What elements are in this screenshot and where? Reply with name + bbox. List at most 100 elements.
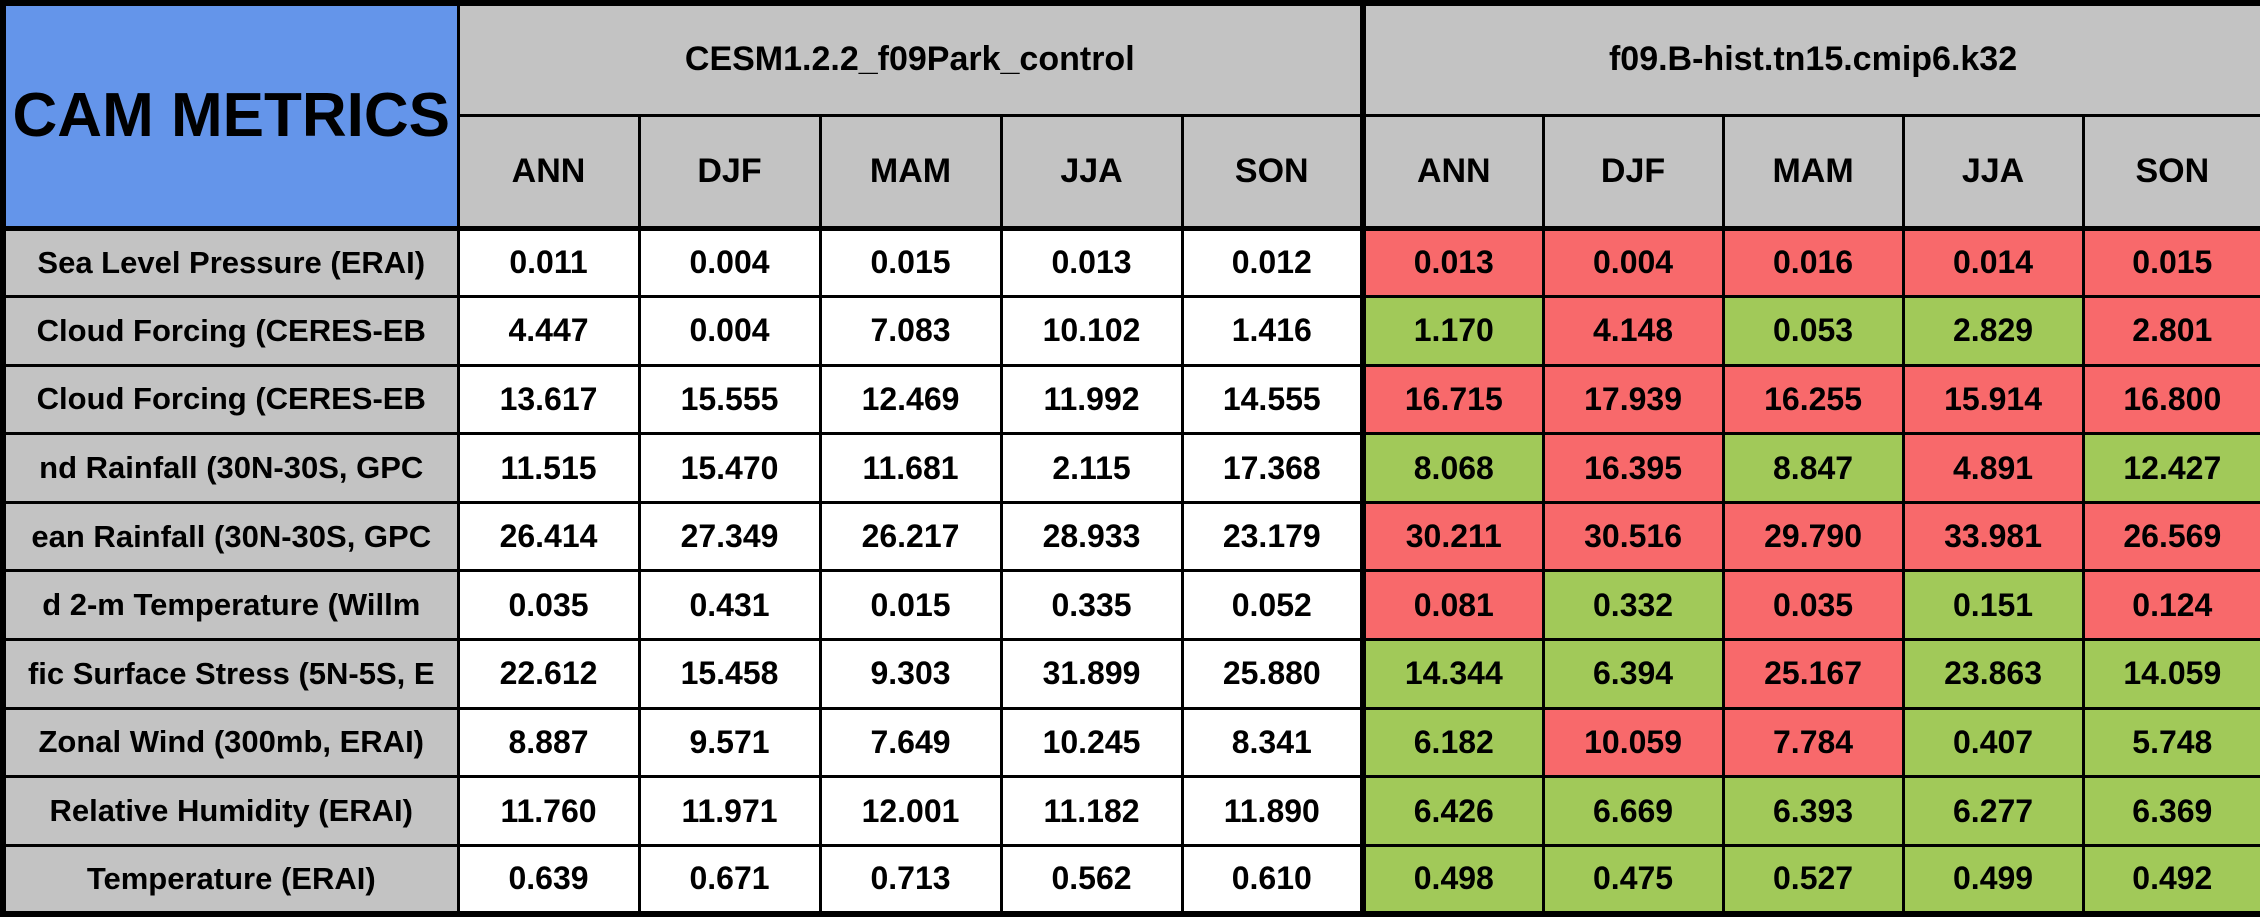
- comparison-value-cell: 26.569: [2081, 500, 2260, 573]
- comparison-value-cell: 0.151: [1901, 569, 2085, 642]
- control-value-cell: 28.933: [999, 500, 1184, 573]
- control-value-cell: 11.681: [818, 432, 1003, 504]
- comparison-value-cell: 0.492: [2081, 843, 2260, 916]
- comparison-value-cell: 12.427: [2081, 432, 2260, 504]
- control-value-cell: 7.083: [818, 295, 1003, 367]
- comparison-value-cell: 6.669: [1541, 775, 1725, 847]
- control-value-cell: 0.012: [1180, 226, 1365, 299]
- control-value-cell: 31.899: [999, 638, 1184, 710]
- control-value-cell: 22.612: [456, 638, 641, 710]
- comparison-value-cell: 6.393: [1721, 775, 1905, 847]
- comparison-value-cell: 33.981: [1901, 500, 2085, 573]
- comparison-value-cell: 6.277: [1901, 775, 2085, 847]
- comparison-value-cell: 0.015: [2081, 226, 2260, 299]
- season-header-comparison-jja: JJA: [1901, 113, 2085, 231]
- comparison-value-cell: 0.053: [1721, 295, 1905, 367]
- comparison-value-cell: 8.068: [1360, 432, 1545, 504]
- metric-row: Relative Humidity (ERAI) 11.760 11.971 12.0…: [1, 775, 2260, 847]
- metric-label: ean Rainfall (30N-30S, GPC: [1, 500, 460, 573]
- comparison-value-cell: 0.475: [1541, 843, 1725, 916]
- control-value-cell: 0.335: [999, 569, 1184, 642]
- control-value-cell: 0.015: [818, 569, 1003, 642]
- comparison-value-cell: 4.148: [1541, 295, 1725, 367]
- control-value-cell: 26.414: [456, 500, 641, 573]
- comparison-value-cell: 0.527: [1721, 843, 1905, 916]
- comparison-value-cell: 16.800: [2081, 363, 2260, 436]
- comparison-value-cell: 5.748: [2081, 706, 2260, 779]
- comparison-value-cell: 25.167: [1721, 638, 1905, 710]
- metric-row: fic Surface Stress (5N-5S, E 22.612 15.458…: [1, 638, 2260, 710]
- control-value-cell: 0.713: [818, 843, 1003, 916]
- metric-row: Cloud Forcing (CERES-EB 4.447 0.004 7.083 10…: [1, 295, 2260, 367]
- control-value-cell: 7.649: [818, 706, 1003, 779]
- control-value-cell: 0.639: [456, 843, 641, 916]
- comparison-value-cell: 14.344: [1360, 638, 1545, 710]
- comparison-value-cell: 0.014: [1901, 226, 2085, 299]
- comparison-value-cell: 1.170: [1360, 295, 1545, 367]
- control-value-cell: 0.610: [1180, 843, 1365, 916]
- control-value-cell: 8.341: [1180, 706, 1365, 779]
- control-value-cell: 27.349: [637, 500, 822, 573]
- metric-label: d 2-m Temperature (Willm: [1, 569, 460, 642]
- metric-row: Temperature (ERAI) 0.639 0.671 0.713 0.562 0.…: [1, 843, 2260, 916]
- group-header-control: CESM1.2.2_f09Park_control: [456, 1, 1365, 117]
- control-value-cell: 0.013: [999, 226, 1184, 299]
- season-header-control-mam: MAM: [818, 113, 1003, 231]
- control-value-cell: 0.035: [456, 569, 641, 642]
- control-value-cell: 23.179: [1180, 500, 1365, 573]
- season-header-comparison-mam: MAM: [1721, 113, 1905, 231]
- comparison-value-cell: 0.016: [1721, 226, 1905, 299]
- control-value-cell: 0.004: [637, 295, 822, 367]
- metric-row: Sea Level Pressure (ERAI) 0.011 0.004 0.015…: [1, 226, 2260, 299]
- control-value-cell: 9.571: [637, 706, 822, 779]
- control-value-cell: 0.562: [999, 843, 1184, 916]
- metric-label: Sea Level Pressure (ERAI): [1, 226, 460, 299]
- control-value-cell: 2.115: [999, 432, 1184, 504]
- comparison-value-cell: 23.863: [1901, 638, 2085, 710]
- comparison-value-cell: 6.369: [2081, 775, 2260, 847]
- metric-label: Relative Humidity (ERAI): [1, 775, 460, 847]
- control-value-cell: 0.671: [637, 843, 822, 916]
- metric-label: nd Rainfall (30N-30S, GPC: [1, 432, 460, 504]
- control-value-cell: 12.469: [818, 363, 1003, 436]
- comparison-value-cell: 30.211: [1360, 500, 1545, 573]
- comparison-value-cell: 0.499: [1901, 843, 2085, 916]
- comparison-value-cell: 0.035: [1721, 569, 1905, 642]
- season-header-control-jja: JJA: [999, 113, 1184, 231]
- season-header-control-son: SON: [1180, 113, 1365, 231]
- season-header-control-djf: DJF: [637, 113, 822, 231]
- control-value-cell: 8.887: [456, 706, 641, 779]
- comparison-value-cell: 15.914: [1901, 363, 2085, 436]
- control-value-cell: 11.890: [1180, 775, 1365, 847]
- control-value-cell: 26.217: [818, 500, 1003, 573]
- metrics-body: Sea Level Pressure (ERAI) 0.011 0.004 0.015…: [1, 226, 2260, 916]
- comparison-value-cell: 0.407: [1901, 706, 2085, 779]
- control-value-cell: 0.015: [818, 226, 1003, 299]
- comparison-value-cell: 0.332: [1541, 569, 1725, 642]
- comparison-value-cell: 16.255: [1721, 363, 1905, 436]
- metric-label: Temperature (ERAI): [1, 843, 460, 916]
- season-header-control-ann: ANN: [456, 113, 641, 231]
- group-header-comparison: f09.B-hist.tn15.cmip6.k32: [1360, 1, 2260, 117]
- control-value-cell: 11.992: [999, 363, 1184, 436]
- control-value-cell: 0.052: [1180, 569, 1365, 642]
- control-value-cell: 25.880: [1180, 638, 1365, 710]
- metric-label: Zonal Wind (300mb, ERAI): [1, 706, 460, 779]
- comparison-value-cell: 7.784: [1721, 706, 1905, 779]
- control-value-cell: 13.617: [456, 363, 641, 436]
- control-value-cell: 10.102: [999, 295, 1184, 367]
- control-value-cell: 1.416: [1180, 295, 1365, 367]
- comparison-value-cell: 14.059: [2081, 638, 2260, 710]
- comparison-value-cell: 0.498: [1360, 843, 1545, 916]
- control-value-cell: 11.971: [637, 775, 822, 847]
- comparison-value-cell: 0.013: [1360, 226, 1545, 299]
- comparison-value-cell: 17.939: [1541, 363, 1725, 436]
- comparison-value-cell: 0.081: [1360, 569, 1545, 642]
- comparison-value-cell: 6.426: [1360, 775, 1545, 847]
- control-value-cell: 17.368: [1180, 432, 1365, 504]
- metric-label: fic Surface Stress (5N-5S, E: [1, 638, 460, 710]
- control-value-cell: 0.431: [637, 569, 822, 642]
- comparison-value-cell: 16.395: [1541, 432, 1725, 504]
- control-value-cell: 11.182: [999, 775, 1184, 847]
